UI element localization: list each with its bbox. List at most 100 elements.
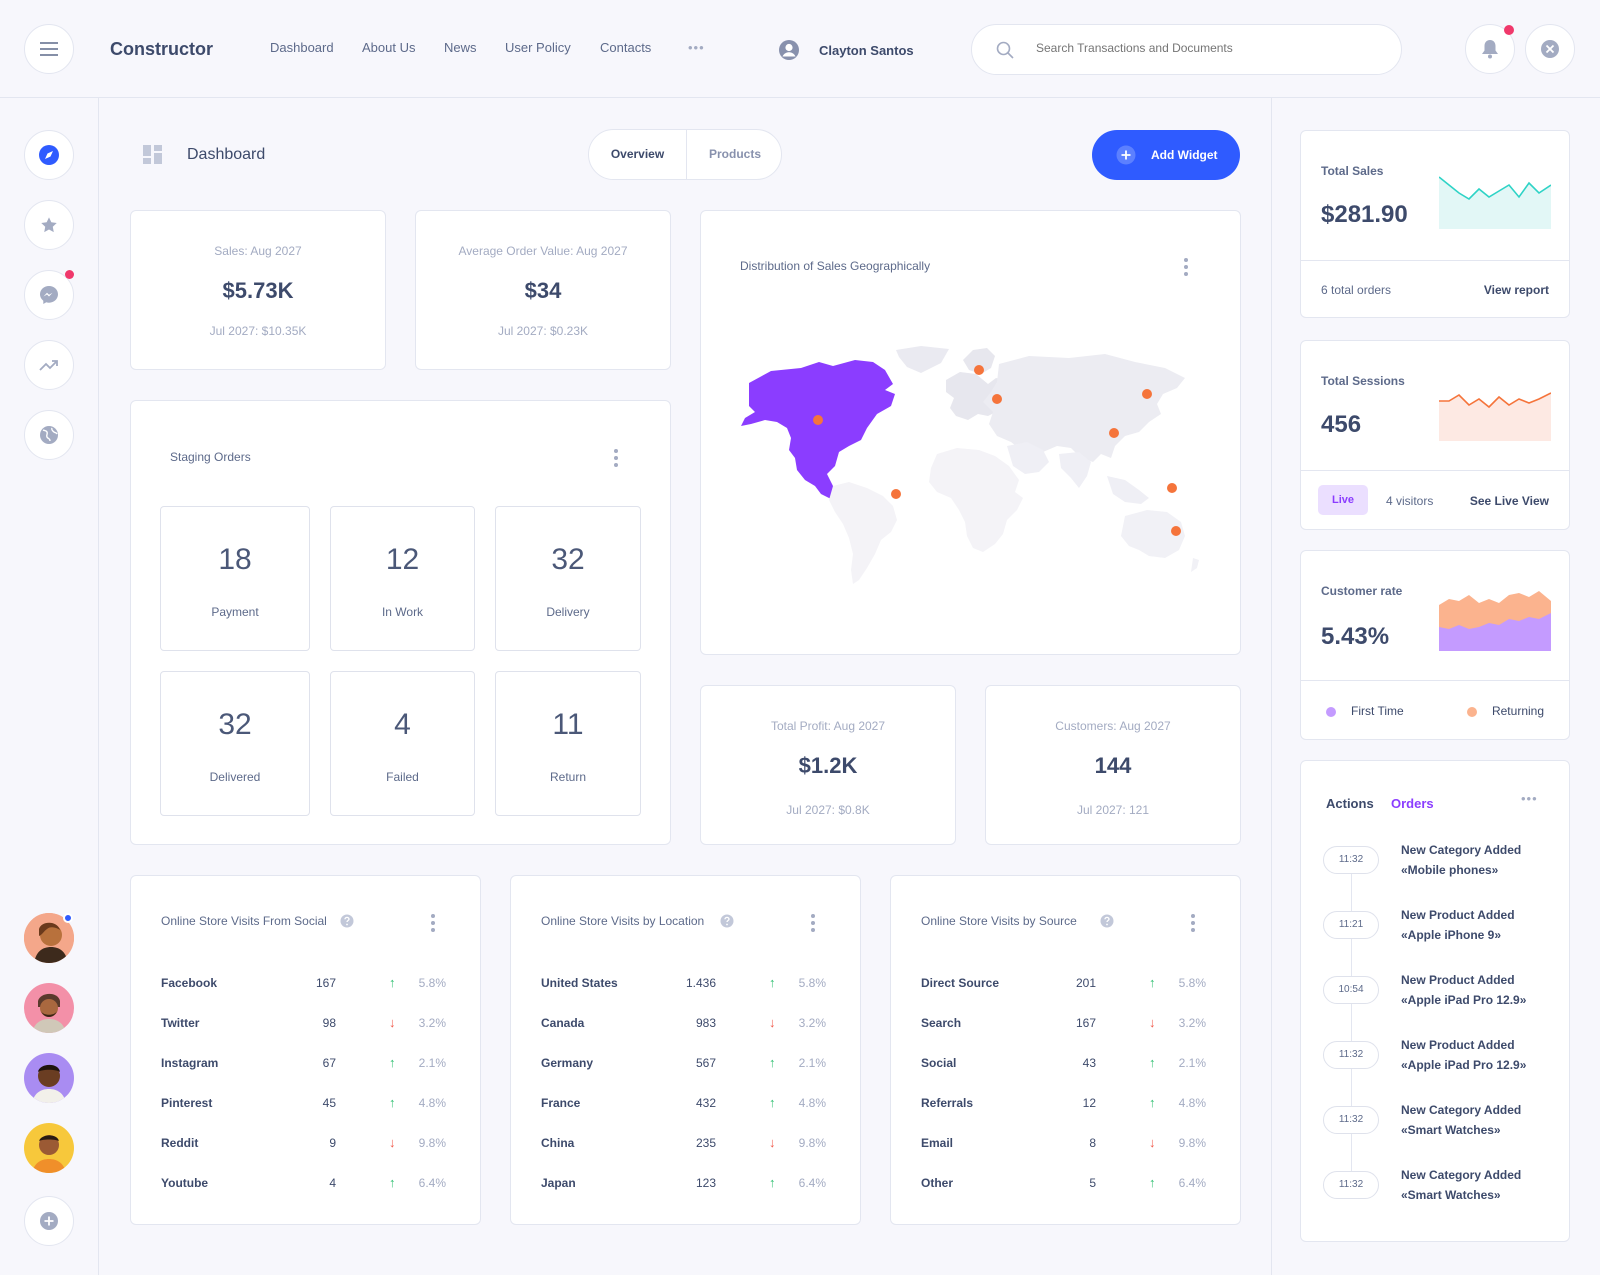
table-row[interactable]: United States 1.436 ↑ 5.8% [541, 975, 826, 996]
table-row[interactable]: Canada 983 ↓ 3.2% [541, 1015, 826, 1036]
row-value: 201 [1075, 976, 1096, 990]
legend-first-time: First Time [1351, 704, 1404, 718]
row-name: Social [921, 1056, 957, 1070]
map-marker[interactable] [1167, 483, 1177, 493]
avatar-user-2[interactable] [24, 983, 74, 1033]
view-report-link[interactable]: View report [1483, 283, 1549, 297]
search-input[interactable] [1036, 41, 1376, 55]
table-row[interactable]: Japan 123 ↑ 6.4% [541, 1175, 826, 1196]
more-options-icon[interactable] [1184, 258, 1188, 279]
help-icon[interactable] [720, 914, 734, 928]
more-options-icon[interactable] [431, 914, 435, 935]
tab-actions[interactable]: Actions [1326, 796, 1374, 811]
table-row[interactable]: Search 167 ↓ 3.2% [921, 1015, 1206, 1036]
order-status-delivery[interactable]: 32 Delivery [495, 506, 641, 651]
more-options-icon[interactable] [1191, 914, 1195, 935]
arrow-up-icon: ↑ [1149, 1055, 1156, 1070]
table-row[interactable]: Pinterest 45 ↑ 4.8% [161, 1095, 446, 1116]
order-status-in-work[interactable]: 12 In Work [330, 506, 475, 651]
map-marker[interactable] [1171, 526, 1181, 536]
table-row[interactable]: Email 8 ↓ 9.8% [921, 1135, 1206, 1156]
order-status-label: Return [549, 770, 587, 784]
user-name[interactable]: Clayton Santos [819, 43, 914, 58]
nav-about-us[interactable]: About Us [362, 40, 416, 55]
sidebar-item-favorites[interactable] [24, 200, 74, 250]
sidebar-item-explore[interactable] [24, 130, 74, 180]
table-row[interactable]: Referrals 12 ↑ 4.8% [921, 1095, 1206, 1116]
order-status-label: Failed [386, 770, 419, 784]
sidebar-item-analytics[interactable] [24, 340, 74, 390]
tab-overview[interactable]: Overview [589, 130, 687, 179]
hamburger-icon [40, 42, 58, 56]
map-marker[interactable] [974, 365, 984, 375]
timeline-entry[interactable]: New Product Added «Apple iPad Pro 12.9» [1401, 1035, 1526, 1075]
total-sessions-value: 456 [1321, 411, 1362, 438]
avatar-portrait-3 [24, 1053, 74, 1103]
order-status-delivered[interactable]: 32 Delivered [160, 671, 310, 816]
map-marker[interactable] [1142, 389, 1152, 399]
user-avatar-icon[interactable] [778, 39, 800, 61]
menu-button[interactable] [24, 24, 74, 74]
order-status-failed[interactable]: 4 Failed [330, 671, 475, 816]
map-marker[interactable] [1109, 428, 1119, 438]
table-row[interactable]: Instagram 67 ↑ 2.1% [161, 1055, 446, 1076]
sales-map-card: Distribution of Sales Geographically [700, 210, 1241, 655]
row-percent: 2.1% [418, 1056, 446, 1070]
row-percent: 4.8% [1178, 1096, 1206, 1110]
more-options-icon[interactable]: ••• [1521, 791, 1538, 806]
kpi-compare: Jul 2027: 121 [1076, 803, 1150, 817]
table-row[interactable]: Youtube 4 ↑ 6.4% [161, 1175, 446, 1196]
timeline-entry[interactable]: New Product Added «Apple iPad Pro 12.9» [1401, 970, 1526, 1010]
map-marker[interactable] [891, 489, 901, 499]
nav-dashboard[interactable]: Dashboard [270, 40, 334, 55]
avatar-user-3[interactable] [24, 1053, 74, 1103]
sidebar-item-global[interactable] [24, 410, 74, 460]
customer-rate-card: Customer rate 5.43% First Time Returning [1300, 550, 1570, 740]
table-row[interactable]: Direct Source 201 ↑ 5.8% [921, 975, 1206, 996]
order-status-return[interactable]: 11 Return [495, 671, 641, 816]
timeline-entry[interactable]: New Category Added «Smart Watches» [1401, 1100, 1521, 1140]
arrow-down-icon: ↓ [1149, 1015, 1156, 1030]
table-title: Online Store Visits by Source [921, 914, 1077, 928]
nav-more-button[interactable]: ••• [688, 40, 705, 55]
close-button[interactable] [1525, 24, 1575, 74]
timeline-entry[interactable]: New Category Added «Mobile phones» [1401, 840, 1521, 880]
search-field[interactable] [971, 24, 1402, 75]
messenger-icon [40, 286, 58, 304]
avatar-user-4[interactable] [24, 1123, 74, 1173]
row-percent: 5.8% [1178, 976, 1206, 990]
nav-news[interactable]: News [444, 40, 477, 55]
tab-products[interactable]: Products [708, 147, 761, 161]
kpi-profit-card: Total Profit: Aug 2027 $1.2K Jul 2027: $… [700, 685, 956, 845]
order-status-payment[interactable]: 18 Payment [160, 506, 310, 651]
row-value: 98 [322, 1016, 336, 1030]
map-marker[interactable] [813, 415, 823, 425]
map-marker[interactable] [992, 394, 1002, 404]
order-status-label: Delivery [546, 605, 590, 619]
table-row[interactable]: France 432 ↑ 4.8% [541, 1095, 826, 1116]
world-map[interactable] [741, 336, 1211, 591]
tab-orders[interactable]: Orders [1391, 796, 1434, 811]
table-row[interactable]: Facebook 167 ↑ 5.8% [161, 975, 446, 996]
nav-contacts[interactable]: Contacts [600, 40, 652, 55]
table-row[interactable]: Social 43 ↑ 2.1% [921, 1055, 1206, 1076]
table-row[interactable]: Reddit 9 ↓ 9.8% [161, 1135, 446, 1156]
help-icon[interactable] [1100, 914, 1114, 928]
avatar-user-1[interactable] [24, 913, 74, 963]
table-row[interactable]: Twitter 98 ↓ 3.2% [161, 1015, 446, 1036]
view-tabs: Overview Products [588, 129, 782, 180]
more-options-icon[interactable] [614, 449, 618, 470]
more-options-icon[interactable] [811, 914, 815, 935]
table-row[interactable]: China 235 ↓ 9.8% [541, 1135, 826, 1156]
timeline-entry[interactable]: New Product Added «Apple iPhone 9» [1401, 905, 1515, 945]
table-row[interactable]: Germany 567 ↑ 2.1% [541, 1055, 826, 1076]
add-user-button[interactable] [24, 1196, 74, 1246]
add-widget-button[interactable]: Add Widget [1092, 130, 1240, 180]
nav-user-policy[interactable]: User Policy [505, 40, 571, 55]
timeline-entry[interactable]: New Category Added «Smart Watches» [1401, 1165, 1521, 1205]
table-row[interactable]: Other 5 ↑ 6.4% [921, 1175, 1206, 1196]
row-value: 432 [695, 1096, 716, 1110]
sidebar-item-messages[interactable] [24, 270, 74, 320]
see-live-view-link[interactable]: See Live View [1469, 494, 1549, 508]
help-icon[interactable] [340, 914, 354, 928]
